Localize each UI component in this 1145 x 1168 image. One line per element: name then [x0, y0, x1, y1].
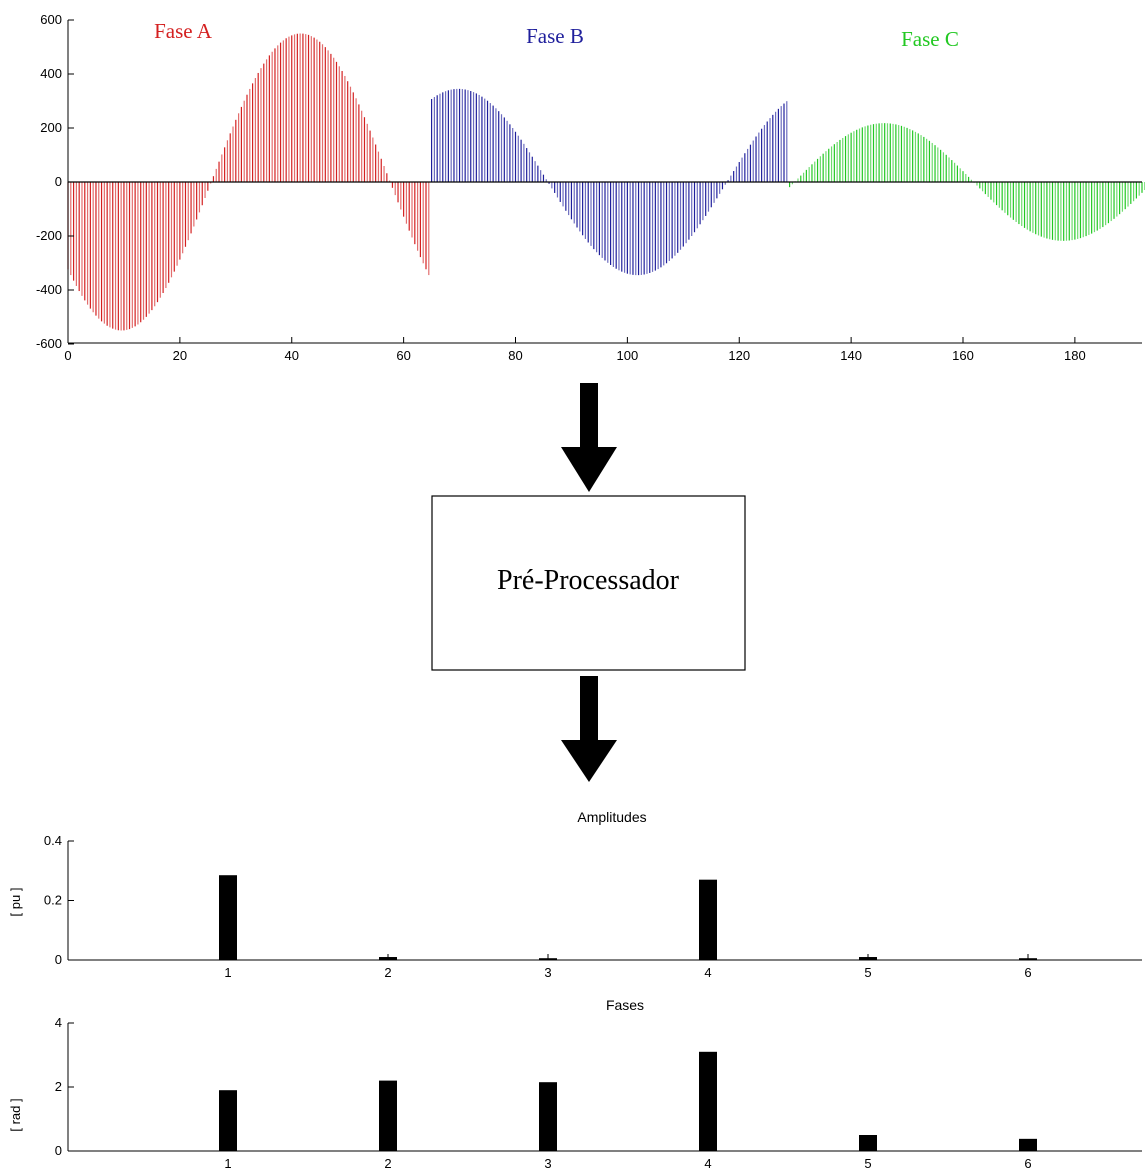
x-tick-label: 5 — [864, 1156, 871, 1168]
flow-arrow-down-2 — [561, 676, 617, 782]
x-tick-label: 4 — [704, 965, 711, 980]
bar-5 — [859, 957, 877, 960]
x-tick-label: 4 — [704, 1156, 711, 1168]
x-tick-label: 20 — [173, 348, 187, 363]
x-tick-label: 80 — [508, 348, 522, 363]
y-tick-label: 0.2 — [44, 893, 62, 908]
y-tick-label: -200 — [36, 228, 62, 243]
x-tick-label: 160 — [952, 348, 974, 363]
amp-y-tick-group: 0.4 0.2 0 — [44, 833, 74, 967]
y-tick-label: 600 — [40, 12, 62, 27]
bar-6 — [1019, 1138, 1037, 1151]
x-tick-label: 1 — [224, 1156, 231, 1168]
y-tick-label: 200 — [40, 120, 62, 135]
x-tick-label: 3 — [544, 965, 551, 980]
bar-3 — [539, 958, 557, 960]
x-tick-label: 40 — [285, 348, 299, 363]
x-tick-label: 2 — [384, 965, 391, 980]
x-tick-label: 5 — [864, 965, 871, 980]
amplitudes-ylabel: [ pu ] — [8, 888, 23, 917]
bar-2 — [379, 1080, 397, 1151]
x-tick-label: 6 — [1024, 1156, 1031, 1168]
y-tick-label: 0 — [55, 174, 62, 189]
y-tick-group: 600 400 200 0 -200 -400 -600 — [36, 12, 74, 351]
fase-y-tick-group: 4 2 0 — [55, 1015, 74, 1158]
x-tick-label: 60 — [396, 348, 410, 363]
bar-2 — [379, 957, 397, 960]
x-tick-label: 140 — [840, 348, 862, 363]
bar-3 — [539, 1082, 557, 1151]
legend-fase-b: Fase B — [526, 24, 584, 48]
bar-1 — [219, 875, 237, 960]
x-tick-label: 0 — [64, 348, 71, 363]
fase-x-tick-group: 1 2 3 4 5 6 — [224, 1145, 1032, 1168]
waveform-chart: 600 400 200 0 -200 -400 -600 0 20 40 60 80 100 120 14… — [36, 12, 1145, 363]
x-tick-label: 6 — [1024, 965, 1031, 980]
x-tick-label: 2 — [384, 1156, 391, 1168]
amp-x-tick-group: 1 2 3 4 5 6 — [224, 954, 1032, 980]
y-tick-label: 4 — [55, 1015, 62, 1030]
y-tick-label: 0.4 — [44, 833, 62, 848]
x-tick-label: 180 — [1064, 348, 1086, 363]
preprocessor-block: Pré-Processador — [431, 495, 746, 671]
bar-6 — [1019, 958, 1037, 960]
x-tick-label: 120 — [728, 348, 750, 363]
y-tick-label: 0 — [55, 952, 62, 967]
y-tick-label: -400 — [36, 282, 62, 297]
waveform-bars — [67, 33, 1145, 331]
legend-fase-a: Fase A — [154, 19, 213, 43]
fase-bars — [219, 1051, 1037, 1151]
amplitudes-chart: Amplitudes [ pu ] 0.4 0.2 0 1 2 3 4 5 6 — [8, 809, 1142, 980]
bar-5 — [859, 1135, 877, 1151]
y-tick-label: -600 — [36, 336, 62, 351]
y-tick-label: 400 — [40, 66, 62, 81]
fases-chart: Fases [ rad ] 4 2 0 1 2 3 4 5 6 — [8, 997, 1142, 1168]
fases-ylabel: [ rad ] — [8, 1098, 23, 1131]
x-tick-label: 3 — [544, 1156, 551, 1168]
y-tick-label: 0 — [55, 1143, 62, 1158]
x-tick-group: 0 20 40 60 80 100 120 140 160 180 — [64, 337, 1086, 363]
flow-arrow-down-1 — [561, 383, 617, 492]
y-tick-label: 2 — [55, 1079, 62, 1094]
amplitudes-title: Amplitudes — [577, 809, 646, 825]
preprocessor-label: Pré-Processador — [497, 565, 680, 596]
amp-bars — [219, 875, 1037, 960]
bar-4 — [699, 879, 717, 960]
x-tick-label: 1 — [224, 965, 231, 980]
legend-fase-c: Fase C — [901, 27, 959, 51]
x-tick-label: 100 — [617, 348, 639, 363]
bar-1 — [219, 1090, 237, 1151]
preprocessor-box — [431, 495, 746, 671]
bar-4 — [699, 1051, 717, 1151]
fases-title: Fases — [606, 997, 644, 1013]
